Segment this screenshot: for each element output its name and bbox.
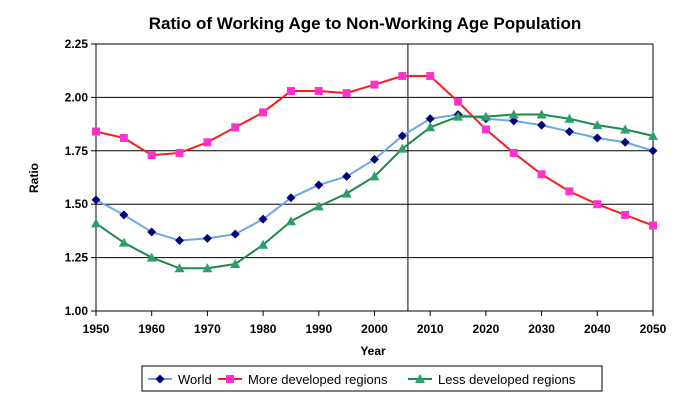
- data-point: [92, 127, 100, 136]
- series-more-developed-regions: [92, 72, 657, 230]
- legend-marker: [155, 374, 165, 384]
- data-point: [425, 114, 435, 124]
- data-point: [202, 263, 213, 273]
- data-point: [314, 180, 324, 190]
- data-point: [202, 233, 212, 243]
- axes: 1.00 1.25 1.50 1.75 2.00 2.25 1950 1960 1970 1980…: [65, 37, 667, 336]
- data-point: [147, 227, 157, 237]
- data-point: [426, 72, 435, 81]
- data-point: [230, 259, 241, 269]
- data-point: [592, 133, 602, 143]
- data-point: [593, 200, 602, 209]
- data-point: [175, 236, 185, 246]
- legend-marker: [415, 374, 425, 383]
- data-point: [230, 229, 240, 239]
- data-point: [397, 131, 407, 141]
- data-point: [480, 111, 491, 121]
- data-point: [313, 201, 324, 211]
- x-tick-label: 1990: [305, 322, 332, 336]
- data-point: [453, 111, 464, 121]
- data-point: [203, 138, 212, 147]
- data-point: [342, 171, 352, 181]
- data-point: [175, 148, 184, 157]
- data-point: [564, 127, 574, 137]
- data-point: [342, 89, 351, 98]
- data-point: [592, 120, 603, 130]
- data-point: [620, 124, 631, 134]
- x-tick-label: 2010: [417, 322, 444, 336]
- x-tick-label: 2020: [473, 322, 500, 336]
- data-point: [119, 133, 128, 142]
- data-point: [286, 86, 295, 95]
- series-layer: [91, 72, 658, 273]
- data-point: [258, 214, 268, 224]
- data-point: [649, 221, 657, 230]
- legend-label: World: [178, 372, 212, 387]
- data-point: [620, 137, 630, 147]
- y-tick-label: 1.50: [65, 197, 89, 211]
- legend: World More developed regions Less develope…: [141, 365, 603, 392]
- x-tick-label: 1980: [250, 322, 277, 336]
- y-tick-label: 2.25: [65, 37, 89, 51]
- data-point: [118, 237, 129, 247]
- chart-title: Ratio of Working Age to Non-Working Age …: [149, 14, 582, 33]
- y-tick-label: 2.00: [65, 90, 89, 104]
- data-point: [147, 151, 156, 160]
- data-point: [370, 80, 379, 89]
- x-tick-label: 1960: [138, 322, 165, 336]
- data-point: [537, 120, 547, 130]
- x-tick-label: 1950: [83, 322, 110, 336]
- data-point: [285, 216, 296, 226]
- x-tick-label: 1970: [194, 322, 221, 336]
- data-point: [509, 116, 519, 126]
- gridlines: [96, 43, 653, 311]
- legend-marker: [226, 375, 234, 383]
- x-axis-label: Year: [360, 344, 386, 358]
- data-point: [258, 239, 269, 249]
- data-point: [425, 122, 436, 132]
- data-point: [454, 97, 463, 106]
- data-point: [509, 148, 518, 157]
- data-point: [286, 193, 296, 203]
- data-point: [564, 113, 575, 123]
- data-point: [565, 187, 574, 196]
- data-point: [398, 72, 407, 81]
- y-tick-label: 1.25: [65, 251, 89, 265]
- legend-label: More developed regions: [248, 372, 388, 387]
- data-point: [370, 154, 379, 164]
- y-tick-label: 1.75: [65, 144, 89, 158]
- data-point: [174, 263, 185, 273]
- data-point: [91, 218, 101, 228]
- data-point: [648, 146, 658, 156]
- data-point: [508, 109, 519, 119]
- data-point: [397, 143, 408, 153]
- data-point: [481, 125, 490, 134]
- y-axis-label: Ratio: [27, 163, 41, 193]
- data-point: [259, 108, 268, 117]
- data-point: [537, 170, 546, 179]
- data-point: [621, 210, 630, 219]
- data-point: [119, 210, 129, 220]
- legend-label: Less developed regions: [438, 372, 576, 387]
- x-tick-label: 2050: [640, 322, 667, 336]
- data-point: [146, 252, 157, 262]
- series-less-developed-regions: [91, 109, 658, 273]
- data-point: [314, 86, 323, 95]
- data-point: [369, 171, 380, 181]
- x-tick-label: 2030: [528, 322, 555, 336]
- data-point: [648, 130, 658, 140]
- data-point: [536, 109, 547, 119]
- x-tick-label: 2000: [361, 322, 388, 336]
- x-tick-label: 2040: [584, 322, 611, 336]
- y-tick-label: 1.00: [65, 304, 89, 318]
- data-point: [91, 195, 101, 205]
- data-point: [341, 188, 352, 198]
- data-point: [231, 123, 240, 132]
